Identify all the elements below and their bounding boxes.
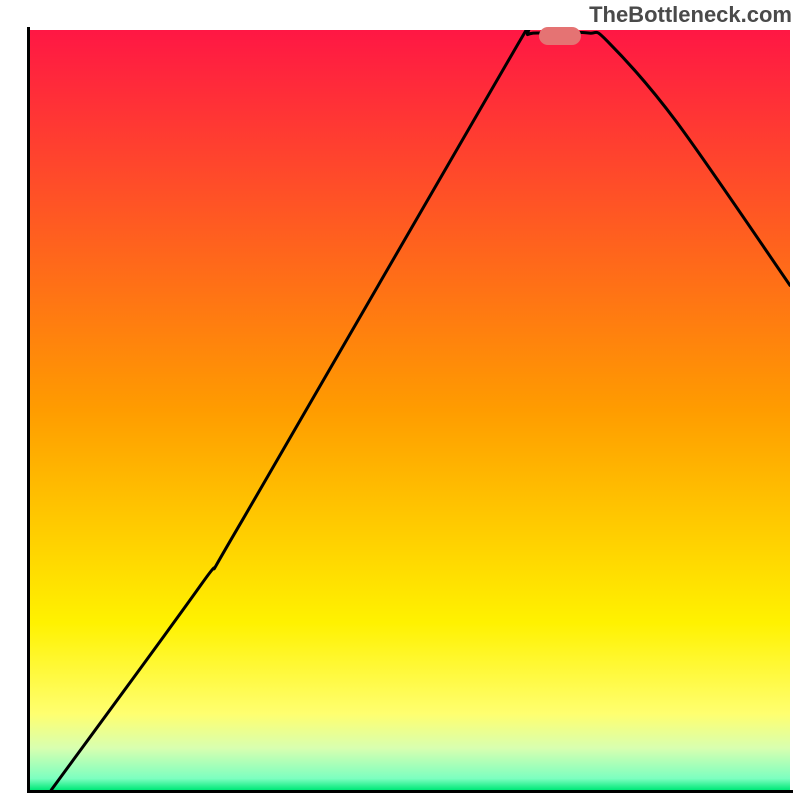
gradient-background — [30, 30, 790, 790]
axis-left — [27, 27, 30, 793]
attribution-text: TheBottleneck.com — [589, 2, 792, 28]
optimal-marker — [539, 27, 581, 45]
chart-container: { "attribution": "TheBottleneck.com", "p… — [0, 0, 800, 800]
plot-area — [30, 30, 790, 790]
axis-bottom — [27, 790, 793, 793]
